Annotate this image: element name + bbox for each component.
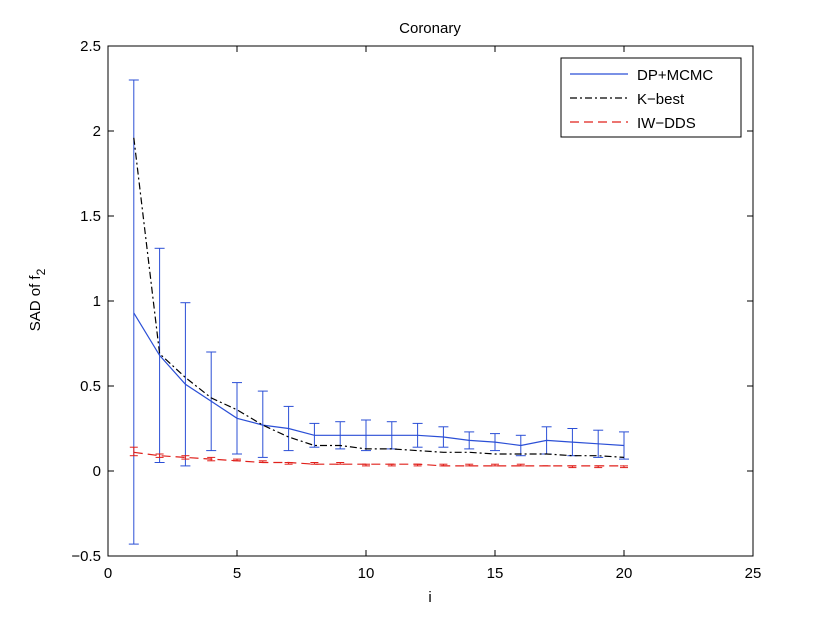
y-axis-label-subscript: 2: [34, 268, 48, 275]
x-tick-label: 20: [616, 565, 633, 582]
y-axis-label-main: SAD of f: [27, 275, 44, 332]
x-tick-label: 0: [104, 565, 112, 582]
y-tick-label: 2: [93, 123, 101, 140]
legend-label-kbest: K−best: [637, 91, 685, 108]
y-tick-label: 1: [93, 293, 101, 310]
y-tick-label: −0.5: [71, 548, 101, 565]
legend-label-iwdds: IW−DDS: [637, 115, 696, 132]
legend-label-dpmcmc: DP+MCMC: [637, 67, 713, 84]
x-axis-label: i: [428, 589, 431, 606]
x-tick-label: 5: [233, 565, 241, 582]
y-tick-label: 2.5: [80, 38, 101, 55]
y-tick-label: 0.5: [80, 378, 101, 395]
y-tick-label: 0: [93, 463, 101, 480]
legend: DP+MCMC K−best IW−DDS: [561, 58, 741, 137]
x-tick-label: 15: [487, 565, 504, 582]
x-tick-label: 10: [358, 565, 375, 582]
chart-title: Coronary: [399, 20, 461, 37]
x-tick-label: 25: [745, 565, 762, 582]
y-tick-label: 1.5: [80, 208, 101, 225]
